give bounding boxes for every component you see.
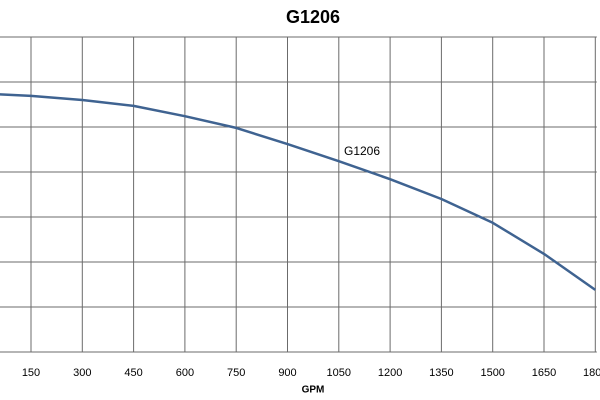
x-tick-label: 600 xyxy=(176,367,194,379)
x-tick-label: 1050 xyxy=(327,367,351,379)
plot-area xyxy=(0,93,597,291)
annotation: G1206 xyxy=(344,144,380,158)
x-tick-label: 750 xyxy=(227,367,245,379)
x-tick-label: 1350 xyxy=(429,367,453,379)
x-tick-label: 900 xyxy=(278,367,296,379)
chart-title: G1206 xyxy=(286,7,340,27)
x-tick-label: 1200 xyxy=(378,367,402,379)
x-axis-label: GPM xyxy=(302,385,325,396)
x-tick-label: 150 xyxy=(22,367,40,379)
x-tick-label: 1800 xyxy=(583,367,600,379)
x-tick-label: 1500 xyxy=(480,367,504,379)
series-line xyxy=(0,93,597,291)
x-tick-label: 300 xyxy=(73,367,91,379)
x-tick-label: 1650 xyxy=(532,367,556,379)
x-tick-label: 450 xyxy=(124,367,142,379)
